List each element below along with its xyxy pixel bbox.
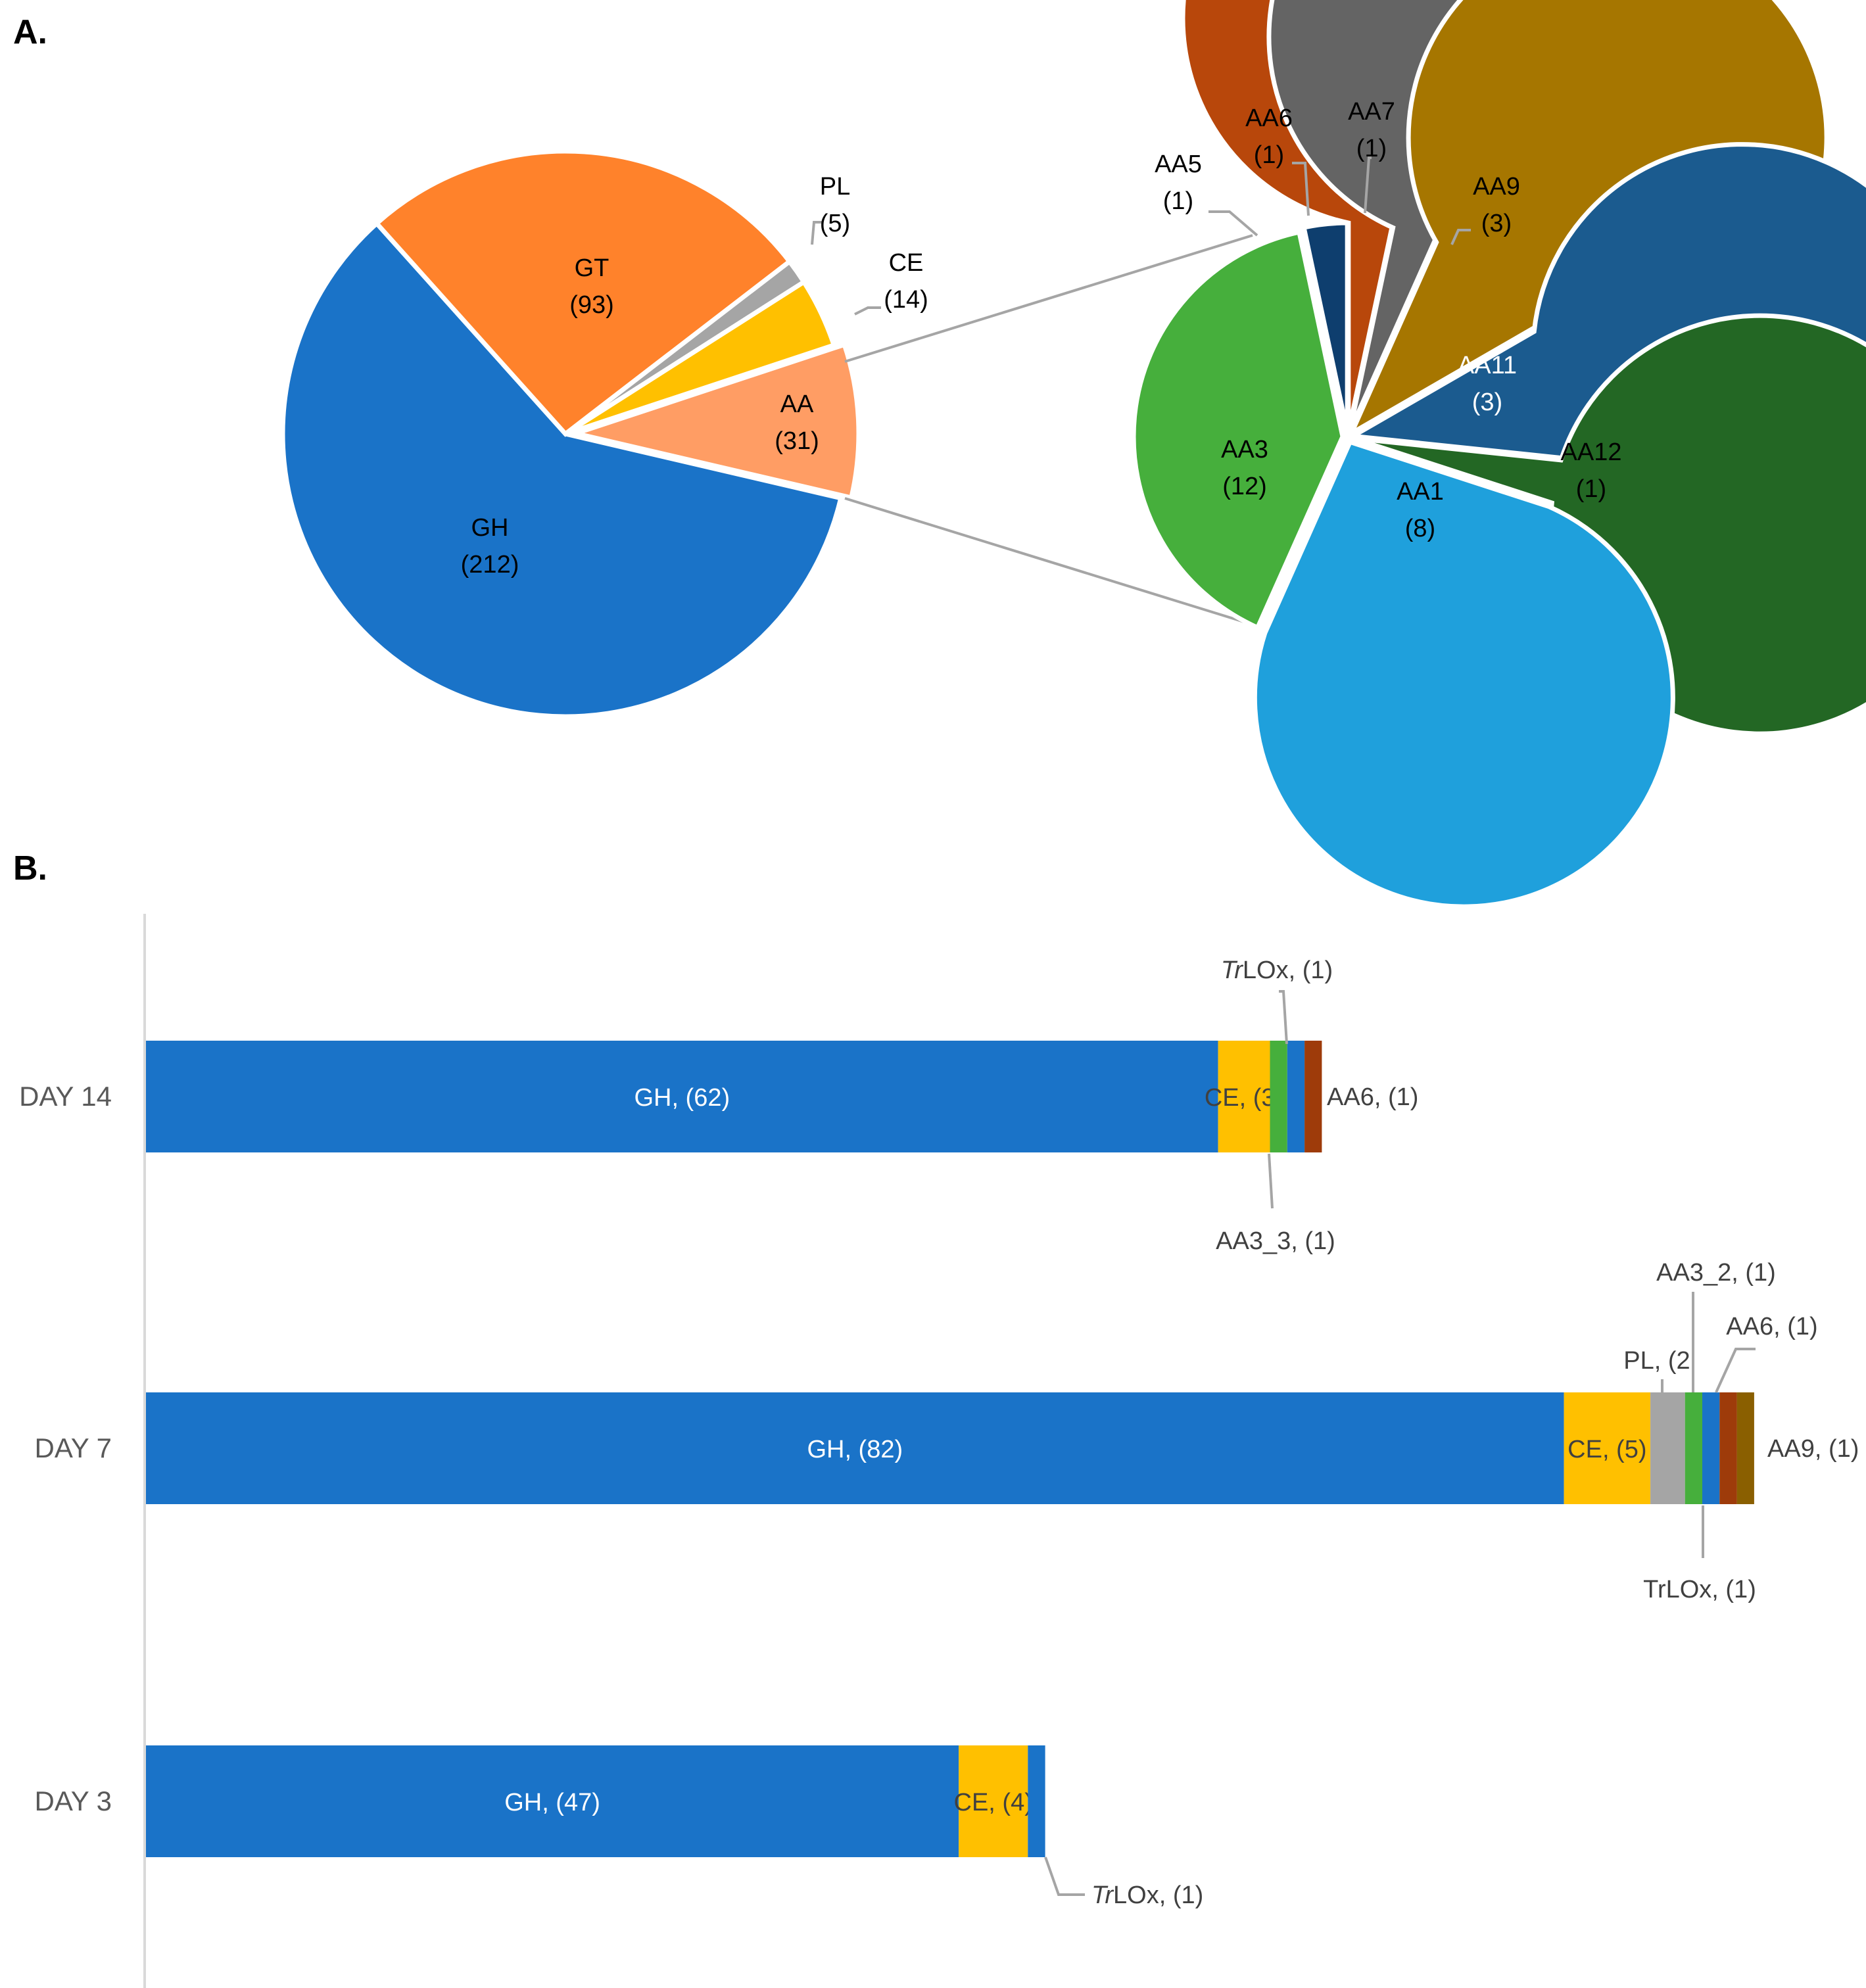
segment-label-day-3-ce: CE, (4) (954, 1789, 1033, 1816)
bar-leader-day-3-trlox-1 (1044, 1857, 1085, 1896)
bar-leader-day-7-aa6-1 (1715, 1348, 1756, 1393)
bar-segment-day-3-trlox-1 (1028, 1745, 1045, 1857)
pie-label-ce: CE (14) (884, 249, 928, 314)
bar-segment-day-7-aa9-1 (1736, 1392, 1754, 1504)
subpie-leader-aa6 (1292, 162, 1310, 216)
segment-label-day-7-gh: GH, (82) (807, 1436, 903, 1463)
pie-connector-lines (844, 234, 1253, 626)
pie-slice-gt (373, 149, 793, 437)
subpie-label-aa12: AA12 (1) (1561, 438, 1622, 503)
category-label-day-3: DAY 3 (34, 1786, 112, 1816)
stacked-bar-chart: DAY 14 GH, (62) CE, (3)AA3_3, (1)TrLOx, (1… (19, 914, 1859, 1988)
bar-segment-day-7-ce-5 (1564, 1392, 1651, 1504)
callout-label-day-7-trlox-1: TrLOx, (1) (1643, 1576, 1756, 1603)
connector-top (844, 234, 1253, 363)
callout-label-day-14-aa6-1: AA6, (1) (1327, 1083, 1418, 1111)
bar-leader-day-14-aa3-3-1 (1268, 1153, 1274, 1209)
pie-label-pl: PL (5) (820, 173, 850, 237)
bar-segment-day-7-trlox-1 (1702, 1392, 1720, 1504)
bar-segment-day-7-gh-82 (146, 1392, 1564, 1504)
bar-segment-day-3-gh-47 (146, 1745, 959, 1857)
category-label-day-7: DAY 7 (34, 1432, 112, 1463)
bar-segment-day-3-ce-4 (959, 1745, 1028, 1857)
callout-label-day-7-aa3-2-1: AA3_2, (1) (1656, 1259, 1776, 1287)
bar-segment-day-14-aa6-1 (1304, 1041, 1322, 1152)
pie-label-aa: AA (31) (775, 390, 819, 455)
subpie-label-aa11: AA11 (3) (1458, 352, 1517, 416)
callout-label-day-3-trlox-1: TrLOx, (1) (1091, 1882, 1203, 1909)
bar-segment-day-14-ce-3 (1218, 1041, 1270, 1152)
panel-b-label: B. (13, 849, 47, 888)
subpie-slice-aa3 (1131, 229, 1345, 631)
subpie-leader-aa9 (1450, 229, 1471, 245)
subpie-label-aa3: AA3 (12) (1221, 436, 1268, 500)
subpie-label-aa5: AA5 (1) (1155, 151, 1202, 215)
subpie-slice-aa1 (1252, 439, 1675, 909)
bar-segment-day-7-aa6-1 (1719, 1392, 1737, 1504)
segment-label-day-14-gh: GH, (62) (634, 1084, 730, 1112)
callout-label-day-7-pl-2: PL, (2 (1623, 1347, 1690, 1375)
segment-label-day-7-ce: CE, (5) (1567, 1436, 1646, 1463)
category-label-day-14: DAY 14 (19, 1081, 112, 1112)
bar-leader-day-14-trlox-1 (1279, 990, 1288, 1045)
subpie-label-aa6: AA6 (1) (1245, 105, 1293, 169)
pie-sub: AA3 (12) AA5 (1) AA6 (1) AA7 (1) AA9 (3) AA11 (3) AA… (1131, 0, 1866, 909)
callout-label-day-14-trlox-1: TrLOx, (1) (1221, 957, 1333, 984)
segment-label-day-3-gh: GH, (47) (504, 1789, 600, 1816)
pie-leader-ce (854, 306, 881, 316)
subpie-leader-aa7 (1364, 156, 1372, 214)
pie-slice-gh (280, 220, 844, 719)
bar-segment-day-7-aa3-2-1 (1685, 1392, 1702, 1504)
subpie-label-aa1: AA1 (8) (1397, 478, 1444, 542)
pie-slice-ce (564, 279, 837, 437)
subpie-label-aa7: AA7 (1) (1348, 98, 1395, 162)
pie-slice-aa (567, 341, 861, 501)
pie-label-gt: GT (93) (569, 254, 614, 319)
bar-segment-day-14-gh-62 (146, 1041, 1218, 1152)
bar-segment-day-14-aa3-3-1 (1270, 1041, 1287, 1152)
bar-segment-day-7-pl-2 (1650, 1392, 1685, 1504)
callout-label-day-7-aa6-1: AA6, (1) (1726, 1313, 1817, 1340)
callout-label-day-7-aa9-1: AA9, (1) (1767, 1435, 1859, 1463)
panel-a-label: A. (13, 13, 47, 51)
subpie-label-aa9: AA9 (3) (1473, 173, 1520, 237)
subpie-leader-aa5 (1208, 210, 1258, 237)
bar-segment-day-14-trlox-1 (1287, 1041, 1305, 1152)
connector-bottom (844, 497, 1253, 626)
callout-label-day-14-aa3-3-1: AA3_3, (1) (1216, 1227, 1335, 1255)
pie-main: GH (212) GT (93) PL (5) CE (14) AA (31) (280, 149, 928, 719)
pie-label-gh: GH (212) (461, 514, 519, 579)
pie-leader-pl (811, 221, 823, 245)
